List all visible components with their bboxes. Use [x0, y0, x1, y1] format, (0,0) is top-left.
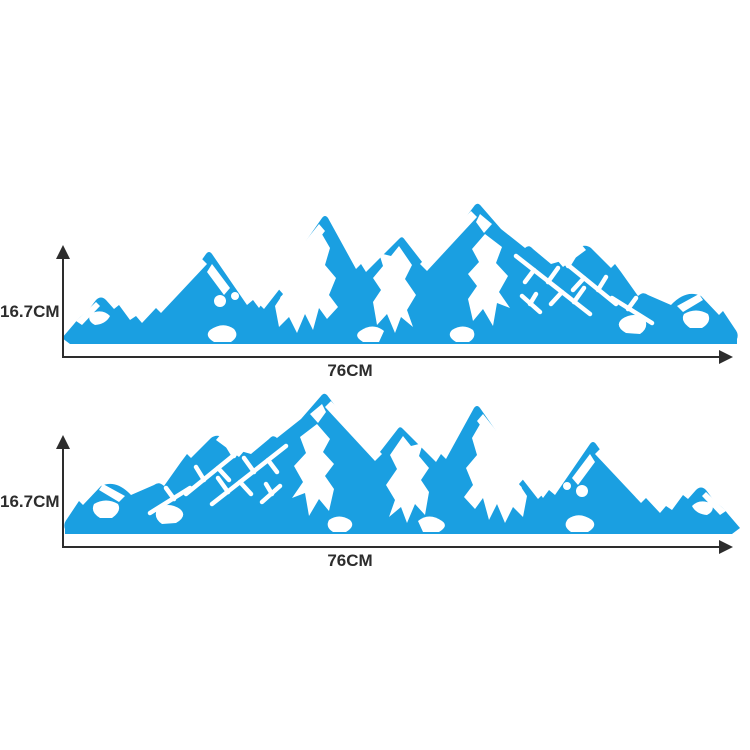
width-dimension-line: [62, 356, 720, 358]
decal-figure-top: 16.7CM 76CM: [0, 0, 750, 380]
height-dimension-line: [62, 447, 64, 548]
width-dimension-line: [62, 546, 720, 548]
height-dimension-label: 16.7CM: [0, 492, 60, 511]
width-dimension-label: 76CM: [327, 361, 373, 380]
decal-figure-bottom: 16.7CM 76CM: [0, 385, 750, 750]
mountain-decal-graphic-top: [60, 202, 742, 347]
height-arrowhead-icon: [56, 435, 70, 449]
width-arrowhead-icon: [719, 350, 733, 364]
width-dimension-label: 76CM: [327, 551, 373, 570]
width-arrowhead-icon: [719, 540, 733, 554]
height-dimension-label: 16.7CM: [0, 302, 60, 321]
height-dimension-line: [62, 257, 64, 358]
height-arrowhead-icon: [56, 245, 70, 259]
mountain-decal-graphic-bottom: [60, 392, 742, 537]
